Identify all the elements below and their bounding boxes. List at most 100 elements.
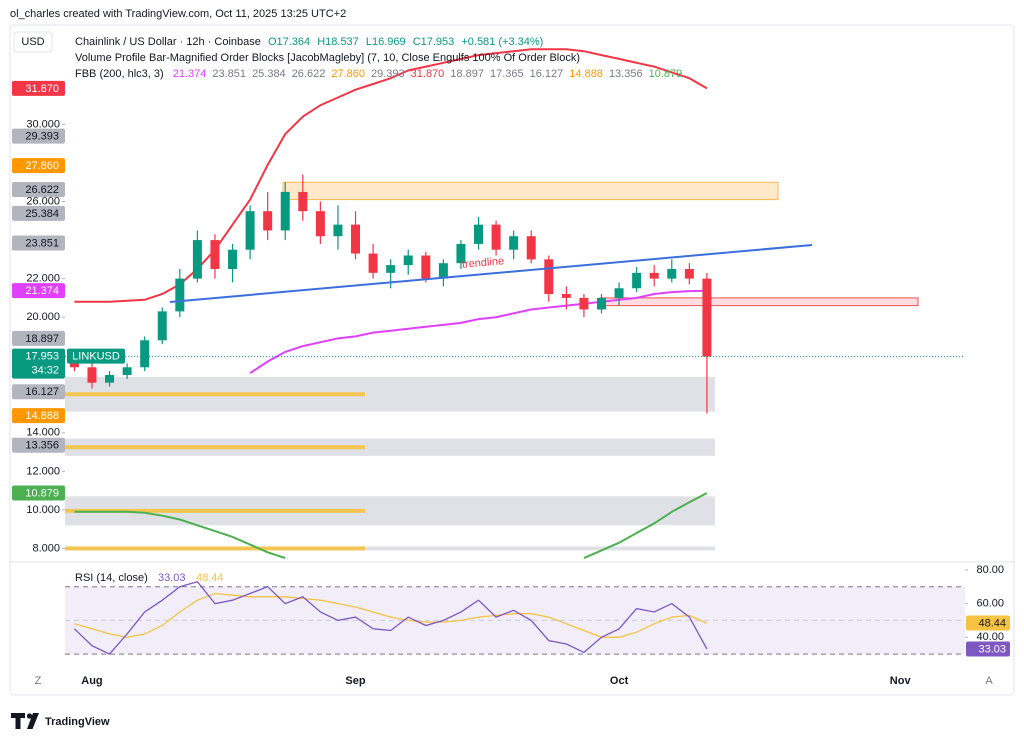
brand-logo — [11, 713, 39, 729]
rsi-y-tick-label: 60.00 — [976, 597, 1004, 609]
fbb-value: 29.393 — [371, 68, 405, 80]
price-badge-label: 21.374 — [25, 285, 59, 297]
price-badge-label: 23.851 — [25, 237, 59, 249]
fbb-value: 14.888 — [569, 68, 603, 80]
candle-body — [509, 236, 519, 250]
order-block — [599, 297, 919, 307]
button[interactable]: A — [985, 675, 993, 687]
volume-bar — [65, 392, 365, 397]
trendline-label: trendline — [461, 255, 504, 271]
volume-bar — [65, 445, 365, 450]
candle-body — [579, 297, 589, 310]
price-badge — [12, 128, 65, 144]
price-badge-label: 13.356 — [25, 440, 59, 452]
fbb-value: 27.860 — [331, 68, 365, 80]
x-tick-label: Nov — [890, 675, 912, 687]
price-badge-label: 29.393 — [25, 131, 59, 143]
rsi-legend-value: 33.03 — [158, 572, 186, 584]
candle-body — [491, 224, 501, 250]
symbol-tag-label: LINKUSD — [72, 351, 120, 363]
fbb-value: 13.356 — [609, 68, 643, 80]
candle-body — [544, 259, 554, 295]
ohlc: C17.953 — [413, 36, 455, 48]
logo-mark — [11, 713, 25, 729]
price-badge-label: 14.888 — [25, 410, 59, 422]
price-badge — [12, 384, 65, 400]
x-tick-label: Oct — [610, 675, 629, 687]
candle-body — [597, 297, 606, 310]
price-badge — [12, 485, 65, 501]
rsi-legend-value: 48.44 — [196, 572, 224, 584]
fbb-value: 25.384 — [252, 68, 286, 80]
order-block — [282, 181, 779, 201]
price-badge — [12, 437, 65, 453]
price-badge-label: 18.897 — [25, 333, 59, 345]
rsi-badge-label: 48.44 — [978, 617, 1006, 629]
price-badge — [12, 205, 65, 221]
rsi-badge-label: 33.03 — [978, 643, 1006, 655]
y-tick-label: 10.000 — [26, 504, 60, 516]
price-badge — [12, 330, 65, 346]
fbb-value: 17.365 — [490, 68, 524, 80]
candle-body — [403, 255, 413, 266]
candle-body — [684, 268, 694, 279]
fbb-value: 10.879 — [649, 68, 683, 80]
logo-mark — [26, 713, 33, 719]
symbol: Chainlink / US Dollar · 12h · Coinbase — [75, 36, 261, 48]
credit: ol_charles created with TradingView.com,… — [10, 8, 346, 20]
logo-mark — [27, 713, 39, 729]
y-tick-label: 14.000 — [26, 427, 60, 439]
candle-body — [210, 240, 220, 269]
axes: 30.000 26.000 22.000 20.000 14.000 12.000 10.0… — [12, 80, 1010, 687]
symbol-tag — [67, 348, 125, 364]
price-badge — [12, 235, 65, 251]
y-tick-label: 20.000 — [26, 311, 60, 323]
candle-body — [526, 236, 536, 260]
x-tick-label: Sep — [345, 675, 365, 687]
y-tick-label: 8.000 — [32, 542, 60, 554]
candle-body — [649, 272, 659, 279]
fbb-value: 26.622 — [292, 68, 326, 80]
rsi-y-tick-label: 80.00 — [976, 564, 1004, 576]
price-badge — [12, 158, 65, 174]
candle-body — [456, 243, 466, 264]
volume-zone — [65, 438, 715, 456]
price-badge-label: 26.622 — [25, 184, 59, 196]
fbb-value: 18.897 — [450, 68, 484, 80]
rsi-title: RSI (14, close) — [75, 572, 148, 584]
fbb-value: 23.851 — [212, 68, 246, 80]
candle-body — [333, 224, 343, 237]
rsi-badge — [966, 615, 1010, 631]
candle-body — [421, 255, 431, 279]
candle-body — [702, 278, 712, 357]
currency: USD — [21, 36, 44, 48]
price-badge — [12, 80, 65, 96]
volume-bar — [65, 546, 365, 551]
ohlc: H18.537 — [317, 36, 359, 48]
fbb-value: 16.127 — [530, 68, 564, 80]
last-price-badge — [12, 348, 65, 379]
price-badge — [12, 408, 65, 424]
candle-body — [280, 191, 290, 231]
candle-body — [192, 240, 202, 279]
candle-body — [122, 367, 132, 375]
candle-body — [561, 294, 571, 298]
candle-body — [228, 249, 238, 269]
price-badge-label: 31.870 — [25, 83, 59, 95]
ohlc: O17.364 — [268, 36, 310, 48]
price-badge — [12, 182, 65, 198]
candle-body — [298, 191, 308, 212]
fbb-value: 21.374 — [173, 68, 207, 80]
volume-zone — [65, 546, 715, 551]
ohlc: L16.969 — [366, 36, 406, 48]
candle-body — [245, 211, 255, 250]
main-pane — [65, 48, 965, 560]
last-price-label: 17.953 — [25, 351, 59, 363]
candle-body — [614, 288, 624, 298]
trendline — [169, 244, 813, 303]
price-badge-label: 27.860 — [25, 160, 59, 172]
candle-body — [438, 263, 448, 279]
fbb-name: FBB (200, hlc3, 3) — [75, 68, 164, 80]
button[interactable]: Z — [35, 675, 42, 687]
